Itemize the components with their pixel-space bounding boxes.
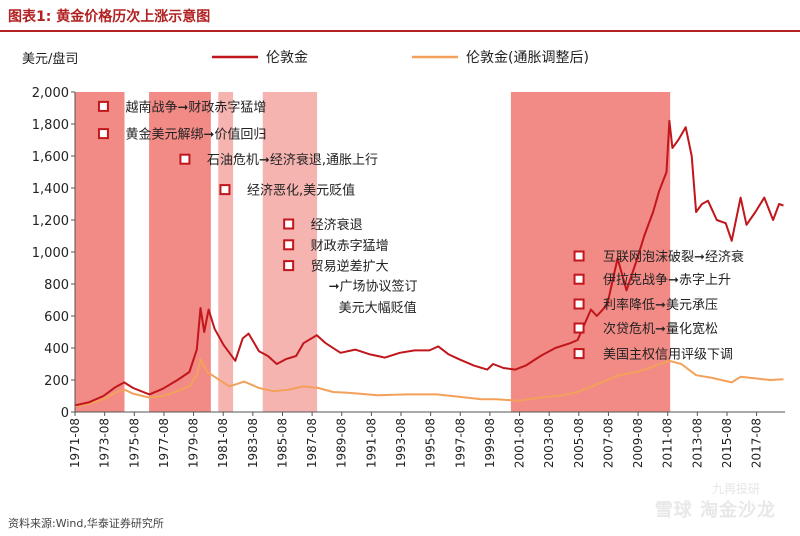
y-tick-label: 1,800 — [32, 118, 69, 133]
x-tick-label: 1973-08 — [98, 418, 112, 468]
annotation-marker-4 — [283, 218, 295, 230]
x-tick-label: 1979-08 — [187, 418, 201, 468]
x-tick-label: 2003-08 — [542, 418, 556, 468]
y-tick-label: 0 — [61, 406, 69, 421]
annotation-marker-2 — [179, 153, 191, 165]
x-tick-label: 2013-08 — [690, 418, 704, 468]
annotation-marker-12 — [573, 322, 585, 334]
x-tick-label: 1989-08 — [335, 418, 349, 468]
chart-title: 图表1: 黄金价格历次上涨示意图 — [8, 9, 211, 25]
legend-label-0: 伦敦金 — [266, 50, 308, 66]
x-tick-label: 2001-08 — [513, 418, 527, 468]
x-tick-label: 1987-08 — [305, 418, 319, 468]
y-axis-unit-label: 美元/盘司 — [22, 52, 79, 67]
x-tick-label: 1981-08 — [216, 418, 230, 468]
series-line-0 — [75, 119, 784, 407]
y-tick-label: 1,600 — [32, 150, 69, 165]
y-tick-label: 400 — [44, 342, 69, 357]
legend-label-1: 伦敦金(通胀调整后) — [466, 50, 589, 66]
x-tick-label: 1993-08 — [394, 418, 408, 468]
y-tick-label: 800 — [44, 278, 69, 293]
series-line-1 — [75, 358, 784, 408]
source-note: 资料来源:Wind,华泰证券研究所 — [8, 517, 164, 530]
annotation-marker-3 — [219, 184, 231, 196]
x-tick-label: 1997-08 — [453, 418, 467, 468]
annotation-text-1: 黄金美元解绑➞价值回归 — [125, 127, 266, 143]
title-bar: 图表1: 黄金价格历次上涨示意图 — [0, 0, 800, 32]
annotation-text-13: 美国主权信用评级下调 — [603, 347, 733, 363]
shaded-period-2 — [218, 92, 234, 412]
annotation-text-9: 互联网泡沫破裂➞经济衰 — [603, 249, 744, 265]
annotation-marker-1 — [97, 128, 109, 140]
y-tick-label: 2,000 — [32, 86, 69, 101]
annotation-text-2: 石油危机➞经济衰退,通胀上行 — [207, 152, 378, 168]
x-tick-label: 1977-08 — [157, 418, 171, 468]
annotation-marker-11 — [573, 298, 585, 310]
gold-price-chart: 0 200 400 600 800 1,000 1,200 1,400 1,600 1,800 2,… — [32, 50, 785, 468]
annotation-text-3: 经济恶化,美元贬值 — [247, 183, 355, 199]
x-tick-label: 1995-08 — [424, 418, 438, 468]
annotation-marker-0 — [97, 100, 109, 112]
x-tick-label: 2005-08 — [572, 418, 586, 468]
annotation-text-12: 次贷危机➞量化宽松 — [603, 321, 718, 337]
x-tick-label: 1985-08 — [275, 418, 289, 468]
y-tick-label: 1,400 — [32, 182, 69, 197]
annotation-marker-6 — [283, 260, 295, 272]
y-tick-label: 1,200 — [32, 214, 69, 229]
annotation-text-11: 利率降低➞美元承压 — [603, 297, 718, 313]
x-tick-label: 2007-08 — [601, 418, 615, 468]
shaded-period-0 — [75, 92, 125, 412]
shaded-period-3 — [262, 92, 318, 412]
y-tick-label: 600 — [44, 310, 69, 325]
x-tick-label: 2009-08 — [631, 418, 645, 468]
x-tick-label: 2017-08 — [750, 418, 764, 468]
x-tick-label: 1999-08 — [483, 418, 497, 468]
x-tick-label: 1975-08 — [127, 418, 141, 468]
x-tick-label: 2015-08 — [720, 418, 734, 468]
annotation-marker-5 — [283, 239, 295, 251]
watermark-small: 九再投研 — [711, 482, 760, 496]
annotation-text-8: 美元大幅贬值 — [339, 300, 417, 316]
y-tick-label: 200 — [44, 374, 69, 389]
annotation-marker-9 — [573, 250, 585, 262]
x-tick-label: 1991-08 — [364, 418, 378, 468]
annotation-text-7: ➞广场协议签订 — [329, 279, 418, 295]
annotation-marker-10 — [573, 273, 585, 285]
annotation-marker-13 — [573, 348, 585, 360]
watermark: 雪球 淘金沙龙 — [654, 500, 776, 521]
x-tick-label: 1971-08 — [68, 418, 82, 468]
y-tick-label: 1,000 — [32, 246, 69, 261]
annotation-text-10: 伊拉克战争➞赤字上升 — [603, 273, 731, 288]
annotation-text-6: 贸易逆差扩大 — [311, 259, 389, 275]
annotation-text-0: 越南战争➞财政赤字猛增 — [125, 99, 266, 115]
x-tick-label: 2011-08 — [661, 418, 675, 468]
x-tick-label: 1983-08 — [246, 418, 260, 468]
annotation-text-4: 经济衰退 — [311, 217, 363, 233]
annotation-text-5: 财政赤字猛增 — [311, 239, 389, 254]
